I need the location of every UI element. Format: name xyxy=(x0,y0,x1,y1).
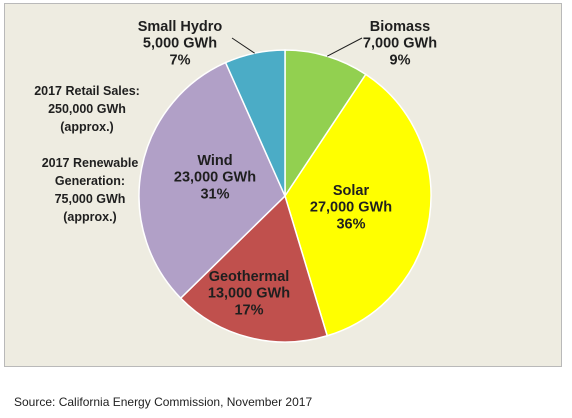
retail-sales-line-3: (approx.) xyxy=(60,120,114,134)
pie-slice-wind xyxy=(138,61,286,300)
retail-sales-line-2: 250,000 GWh xyxy=(48,102,126,116)
pie-slice-solar xyxy=(284,73,432,337)
renewable-generation-line-3: 75,000 GWh xyxy=(54,192,126,206)
renewable-generation-line-2: Generation: xyxy=(54,174,126,188)
pie-slice-geothermal xyxy=(179,194,329,343)
renewable-generation-line-1: 2017 Renewable xyxy=(41,156,139,170)
pie-slice-biomass xyxy=(284,49,367,199)
pie-chart: Biomass 7,000 GWh 9% Solar 27,000 GWh 36% Geot… xyxy=(138,19,437,343)
leader-line-biomass xyxy=(326,37,363,57)
slice-label-solar: Solar 27,000 GWh 36% xyxy=(310,183,392,232)
chart-frame: Biomass 7,000 GWh 9% Solar 27,000 GWh 36% Geot… xyxy=(4,3,562,367)
retail-sales-note: 2017 Retail Sales: 250,000 GWh (approx.) xyxy=(29,82,145,136)
slice-label-biomass: Biomass 7,000 GWh 9% xyxy=(363,19,437,68)
slice-label-geothermal: Geothermal 13,000 GWh 17% xyxy=(208,269,290,318)
renewable-generation-note: 2017 Renewable Generation: 75,000 GWh (a… xyxy=(35,154,145,226)
leader-line-small-hydro xyxy=(231,37,255,54)
source-note: Source: California Energy Commission, No… xyxy=(14,395,313,409)
renewable-generation-line-4: (approx.) xyxy=(63,210,117,224)
slice-label-small-hydro: Small Hydro 5,000 GWh 7% xyxy=(138,19,223,68)
slice-label-wind: Wind 23,000 GWh 31% xyxy=(174,153,256,202)
pie-slice-small-hydro xyxy=(224,49,286,197)
retail-sales-line-1: 2017 Retail Sales: xyxy=(34,84,140,98)
